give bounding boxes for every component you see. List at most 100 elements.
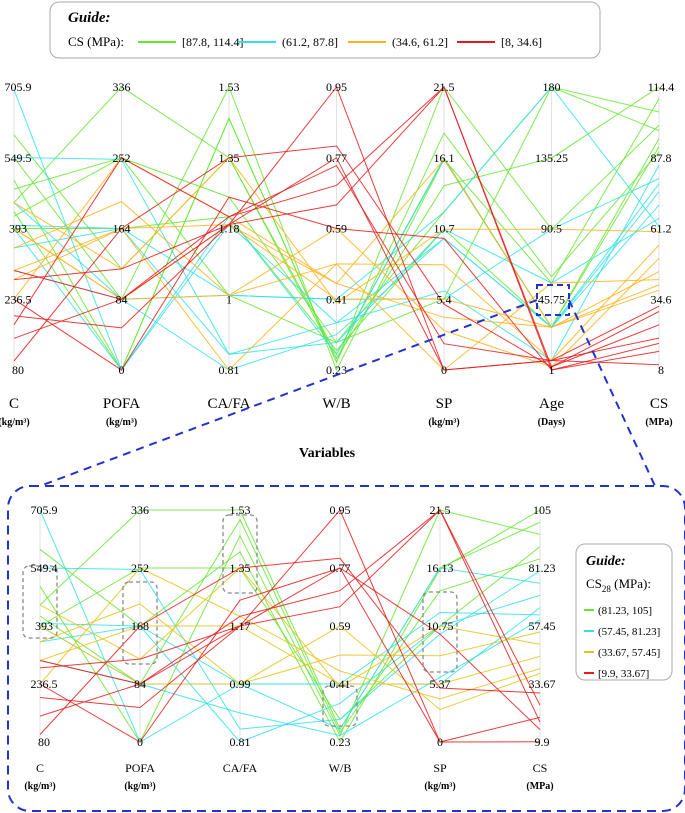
dashed-box-3 xyxy=(322,685,358,727)
tick-label: 114.4 xyxy=(648,80,675,94)
series-3-line-2 xyxy=(39,567,541,743)
tick-label: 0.95 xyxy=(326,80,347,94)
tick-label: 5.37 xyxy=(430,677,451,691)
tick-label: 1.35 xyxy=(230,561,251,575)
top-legend-label: (34.6, 61.2] xyxy=(392,35,448,49)
tick-label: 168 xyxy=(131,619,149,633)
series-1-line-1 xyxy=(39,594,541,743)
tick-label: 1.18 xyxy=(219,222,240,236)
series-0-line-2 xyxy=(39,546,541,721)
tick-label: 0 xyxy=(437,735,443,749)
tick-label: 393 xyxy=(35,619,53,633)
bottom-guide-legend: Guide: CS28 (MPa): (81.23, 105] (57.45, 8… xyxy=(575,543,673,681)
bottom-plot-axis-names: C (kg/m³) POFA (kg/m³) CA/FA W/B SP (kg/m³) CS (M… xyxy=(24,761,553,792)
bottom-guide-label-main: CS xyxy=(586,576,602,591)
axis-name: CS xyxy=(650,396,668,412)
bottom-plot-dashed-boxes xyxy=(22,514,458,727)
tick-label: 84 xyxy=(116,292,128,306)
axis-name: SP xyxy=(436,396,453,412)
tick-label: 549.5 xyxy=(5,151,32,165)
tick-label: 1.53 xyxy=(230,503,251,517)
top-plot-axis-names: C (kg/m³) POFA (kg/m³) CA/FA W/B SP (kg/m³) Age (… xyxy=(0,396,673,428)
bottom-guide-label-unit: (MPa): xyxy=(611,576,651,591)
tick-label: 0.23 xyxy=(330,735,351,749)
series-3-line-5 xyxy=(39,509,541,723)
tick-label: 16.1 xyxy=(434,151,455,165)
axis-name: SP xyxy=(433,761,447,775)
tick-label: 705.9 xyxy=(5,80,32,94)
tick-label: 21.5 xyxy=(430,503,451,517)
series-0-line-3 xyxy=(39,509,541,744)
tick-label: 252 xyxy=(113,151,131,165)
tick-label: 336 xyxy=(131,503,149,517)
axis-name: CS xyxy=(533,761,548,775)
tick-label: 252 xyxy=(131,561,149,575)
dashed-box-0 xyxy=(22,565,58,639)
tick-label: 549.4 xyxy=(31,561,58,575)
axis-name: W/B xyxy=(322,396,350,412)
bottom-guide-label: CS28 (MPa): xyxy=(586,576,651,594)
top-plot-lines xyxy=(13,85,660,372)
axis-name: CA/FA xyxy=(207,396,250,412)
axis-unit: (Days) xyxy=(538,417,566,428)
axis-name: C xyxy=(36,761,44,775)
tick-label: 0 xyxy=(137,735,143,749)
bottom-legend-label: [9.9, 33.67] xyxy=(598,668,649,680)
tick-label: 105 xyxy=(533,503,551,517)
tick-label: 57.45 xyxy=(529,619,556,633)
tick-label: 9.9 xyxy=(535,735,550,749)
tick-label: 0.77 xyxy=(330,561,351,575)
inset-border xyxy=(7,485,685,812)
tick-label: 1 xyxy=(549,363,555,377)
series-1-line-0 xyxy=(39,509,541,743)
series-0-line-1 xyxy=(39,509,541,744)
axis-name: C xyxy=(9,396,19,412)
axis-unit: (kg/m³) xyxy=(124,781,155,792)
tick-label: 80 xyxy=(38,735,50,749)
dashed-box-2 xyxy=(222,514,258,594)
axis-name: POFA xyxy=(103,396,140,412)
tick-label: 34.6 xyxy=(651,292,672,306)
top-legend-label: (61.2, 87.8] xyxy=(282,35,338,49)
tick-label: 16.13 xyxy=(427,561,454,575)
tick-label: 0.59 xyxy=(326,222,347,236)
dashed-box-1 xyxy=(122,581,158,665)
series-0-line-0 xyxy=(39,509,541,731)
series-3-line-5 xyxy=(13,86,660,371)
series-3-line-4 xyxy=(13,145,660,368)
top-legend-label: [8, 34.6] xyxy=(501,35,542,49)
tick-label: 0 xyxy=(441,363,447,377)
tick-label: 90.5 xyxy=(541,222,562,236)
tick-label: 393 xyxy=(9,222,27,236)
tick-label: 33.67 xyxy=(529,677,556,691)
tick-label: 10.75 xyxy=(427,619,454,633)
series-3-line-1 xyxy=(39,509,541,717)
dashed-box-4 xyxy=(422,591,458,673)
tick-label: 0.23 xyxy=(326,363,347,377)
axis-unit: (MPa) xyxy=(645,417,672,428)
tick-label: 236.5 xyxy=(5,292,32,306)
bottom-plot-lines xyxy=(39,509,541,744)
tick-label: 8 xyxy=(658,363,664,377)
axis-unit: (kg/m³) xyxy=(424,781,455,792)
top-guide-title: Guide: xyxy=(68,10,111,26)
tick-label: 0.41 xyxy=(330,677,351,691)
tick-label: 164 xyxy=(113,222,131,236)
series-3-line-0 xyxy=(39,567,541,743)
bottom-legend-label: (57.45, 81.23] xyxy=(598,626,660,638)
tick-label: 1.35 xyxy=(219,151,240,165)
series-2-line-2 xyxy=(39,567,541,700)
top-legend-label: [87.8, 114.4] xyxy=(182,35,244,49)
tick-label: 236.5 xyxy=(31,677,58,691)
tick-label: 0.77 xyxy=(326,151,347,165)
tick-label: 0.81 xyxy=(219,363,240,377)
tick-label: 1.53 xyxy=(219,80,240,94)
axis-unit: (kg/m³) xyxy=(428,417,459,428)
axis-name: W/B xyxy=(329,761,352,775)
tick-label: 1.17 xyxy=(230,619,251,633)
axis-unit: (kg/m³) xyxy=(24,781,55,792)
zoom-highlight-box xyxy=(536,284,570,316)
bottom-guide-label-sub: 28 xyxy=(602,584,612,594)
tick-label: 336 xyxy=(113,80,131,94)
